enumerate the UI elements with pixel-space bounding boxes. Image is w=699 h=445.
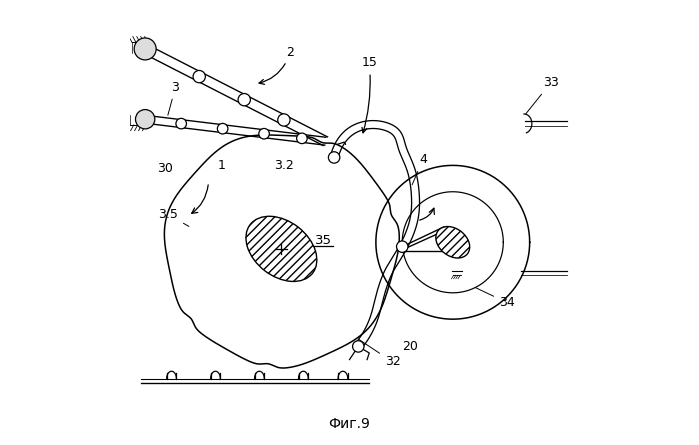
Text: 3.2: 3.2 [274, 159, 294, 172]
Circle shape [238, 93, 250, 106]
Ellipse shape [436, 227, 470, 258]
Circle shape [278, 114, 290, 126]
Text: 3.5: 3.5 [159, 208, 189, 227]
Circle shape [396, 241, 408, 252]
Circle shape [217, 123, 228, 134]
Text: 20: 20 [402, 340, 418, 353]
Circle shape [296, 133, 307, 144]
Circle shape [176, 118, 187, 129]
Text: 35: 35 [315, 234, 331, 247]
Text: 30: 30 [157, 162, 173, 175]
Text: 32: 32 [359, 339, 401, 368]
Circle shape [134, 38, 156, 60]
Text: 2: 2 [259, 45, 294, 85]
Ellipse shape [246, 216, 317, 281]
Circle shape [329, 152, 340, 163]
Circle shape [136, 109, 154, 129]
Text: 1: 1 [217, 159, 226, 172]
Text: 4: 4 [412, 153, 427, 185]
Text: 15: 15 [361, 57, 377, 133]
Text: Фиг.9: Фиг.9 [329, 417, 370, 431]
Text: 33: 33 [526, 76, 559, 114]
Text: 3: 3 [168, 81, 180, 115]
Circle shape [193, 70, 206, 83]
Text: 34: 34 [475, 287, 514, 309]
Circle shape [352, 341, 364, 352]
Circle shape [259, 129, 269, 139]
